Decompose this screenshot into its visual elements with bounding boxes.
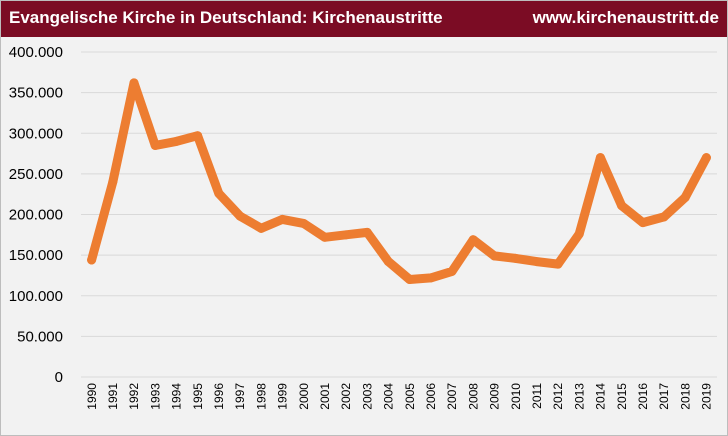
x-tick-label: 1993 — [148, 383, 162, 410]
data-point — [150, 140, 160, 150]
x-tick-label: 2005 — [403, 383, 417, 410]
data-point — [426, 273, 436, 283]
x-tick-label: 1997 — [233, 383, 247, 410]
x-tick-label: 2011 — [530, 383, 544, 409]
data-point — [659, 212, 669, 222]
x-tick-label: 2008 — [466, 383, 480, 410]
x-tick-label: 1999 — [276, 383, 290, 410]
data-point — [638, 218, 648, 228]
website-label: www.kirchenaustritt.de — [532, 8, 719, 27]
data-point — [511, 253, 521, 263]
x-tick-label: 2003 — [360, 383, 374, 410]
y-tick-label: 350.000 — [9, 85, 63, 102]
data-point — [362, 227, 372, 237]
data-point — [214, 188, 224, 198]
x-tick-label: 2013 — [572, 383, 586, 410]
x-tick-label: 2017 — [657, 383, 671, 410]
x-tick-label: 2001 — [318, 383, 332, 410]
data-point — [447, 266, 457, 276]
data-point — [468, 235, 478, 245]
data-point — [553, 259, 563, 269]
x-tick-label: 2002 — [339, 383, 353, 410]
data-point — [701, 153, 711, 163]
x-tick-label: 2004 — [382, 383, 396, 410]
x-tick-label: 2012 — [551, 383, 565, 410]
data-point — [235, 211, 245, 221]
y-tick-label: 0 — [55, 369, 63, 386]
x-tick-label: 2009 — [488, 383, 502, 410]
x-tick-label: 1992 — [127, 383, 141, 410]
x-tick-label: 2019 — [700, 383, 714, 410]
data-point — [617, 201, 627, 211]
data-point — [489, 251, 499, 261]
data-point — [595, 153, 605, 163]
line-chart: 0 50.000 100.000 150.000 200.000 250.000 300.0… — [9, 44, 717, 410]
data-point — [574, 229, 584, 239]
y-tick-label: 300.000 — [9, 125, 63, 142]
chart-title: Evangelische Kirche in Deutschland: Kirc… — [9, 8, 443, 27]
y-tick-label: 150.000 — [9, 247, 63, 264]
y-tick-label: 200.000 — [9, 207, 63, 224]
x-tick-label: 1991 — [106, 383, 120, 410]
data-point — [87, 255, 97, 265]
data-point — [383, 257, 393, 267]
x-tick-label: 2015 — [615, 383, 629, 410]
y-tick-label: 400.000 — [9, 44, 63, 61]
data-point — [532, 257, 542, 267]
x-tick-label: 1996 — [212, 383, 226, 410]
chart-header: Evangelische Kirche in Deutschland: Kirc… — [1, 1, 727, 37]
x-tick-label: 2016 — [636, 383, 650, 410]
data-point — [108, 177, 118, 187]
x-tick-label: 2007 — [445, 383, 459, 410]
x-tick-label: 1990 — [85, 383, 99, 410]
data-point — [171, 136, 181, 146]
data-point — [193, 131, 203, 141]
data-point — [341, 230, 351, 240]
x-tick-label: 1998 — [254, 383, 268, 410]
series-line — [87, 78, 711, 284]
x-tick-label: 2006 — [424, 383, 438, 410]
x-tick-label: 2010 — [509, 383, 523, 410]
data-point — [129, 78, 139, 88]
y-tick-label: 50.000 — [17, 328, 63, 345]
x-tick-label: 1994 — [170, 383, 184, 410]
data-point — [680, 192, 690, 202]
data-point — [299, 218, 309, 228]
x-tick-label: 2000 — [297, 383, 311, 410]
data-point — [256, 223, 266, 233]
y-tick-label: 250.000 — [9, 166, 63, 183]
data-point — [405, 275, 415, 284]
data-point — [277, 214, 287, 224]
y-tick-label: 100.000 — [9, 288, 63, 305]
data-point — [320, 232, 330, 242]
x-tick-label: 1995 — [191, 383, 205, 410]
x-tick-label: 2018 — [678, 383, 692, 410]
x-tick-label: 2014 — [594, 383, 608, 410]
